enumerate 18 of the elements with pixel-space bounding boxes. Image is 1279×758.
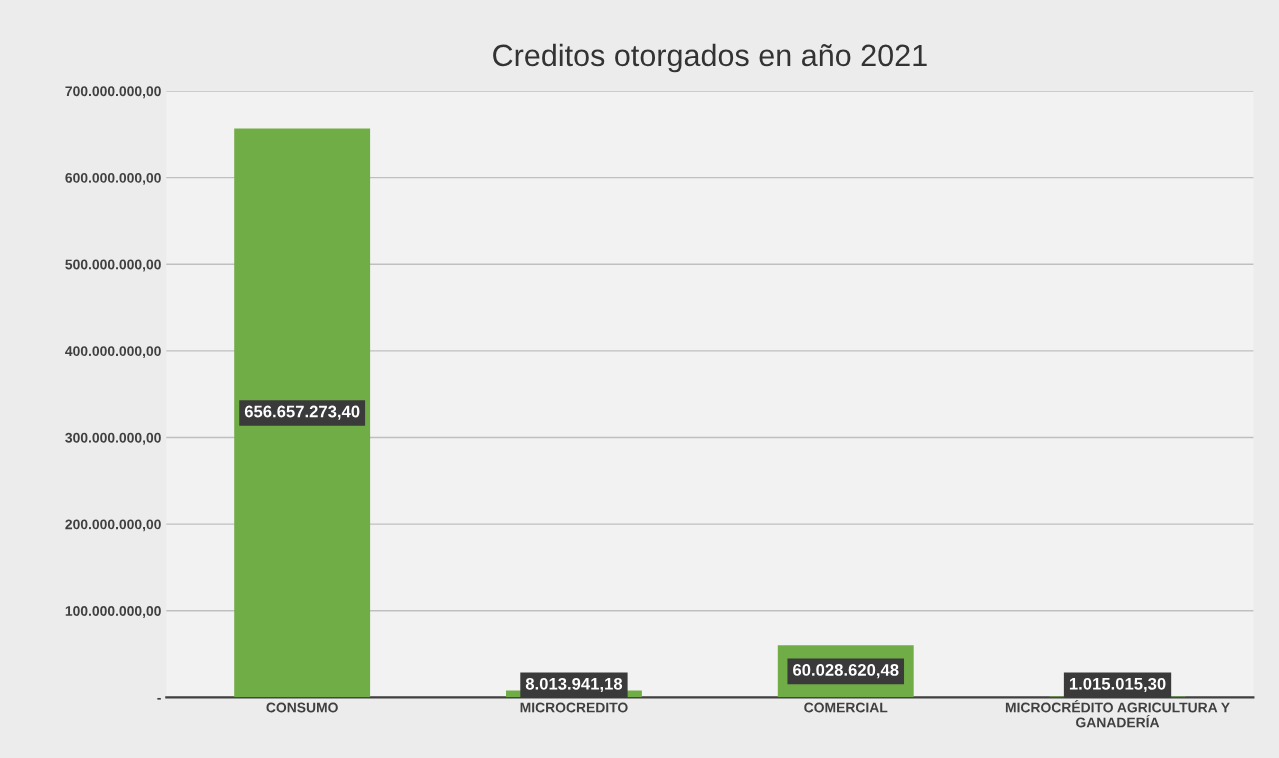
y-tick-label: 100.000.000,00 [65,606,161,618]
x-tick-label: MICROCRÉDITO AGRICULTURA Y GANADERÍA [1005,699,1230,728]
x-tick-label: COMERCIAL [804,702,888,713]
data-label: 1.015.015,30 [1069,677,1166,693]
y-tick-label: 600.000.000,00 [65,172,161,185]
y-tick-label: - [157,697,161,700]
data-label: 60.028.620,48 [793,664,899,679]
y-tick-label: 400.000.000,00 [65,346,161,359]
x-tick-label: CONSUMO [266,702,338,713]
y-tick-label: 700.000.000,00 [65,86,161,99]
bar [234,128,371,698]
data-label: 656.657.273,40 [244,405,360,420]
x-tick-label: MICROCREDITO [520,702,628,713]
y-tick-label: 300.000.000,00 [65,432,161,445]
data-label: 8.013.941,18 [525,677,623,693]
y-tick-label: 200.000.000,00 [65,519,161,532]
chart-title: Creditos otorgados en año 2021 [493,43,927,73]
y-tick-label: 500.000.000,00 [65,259,161,272]
